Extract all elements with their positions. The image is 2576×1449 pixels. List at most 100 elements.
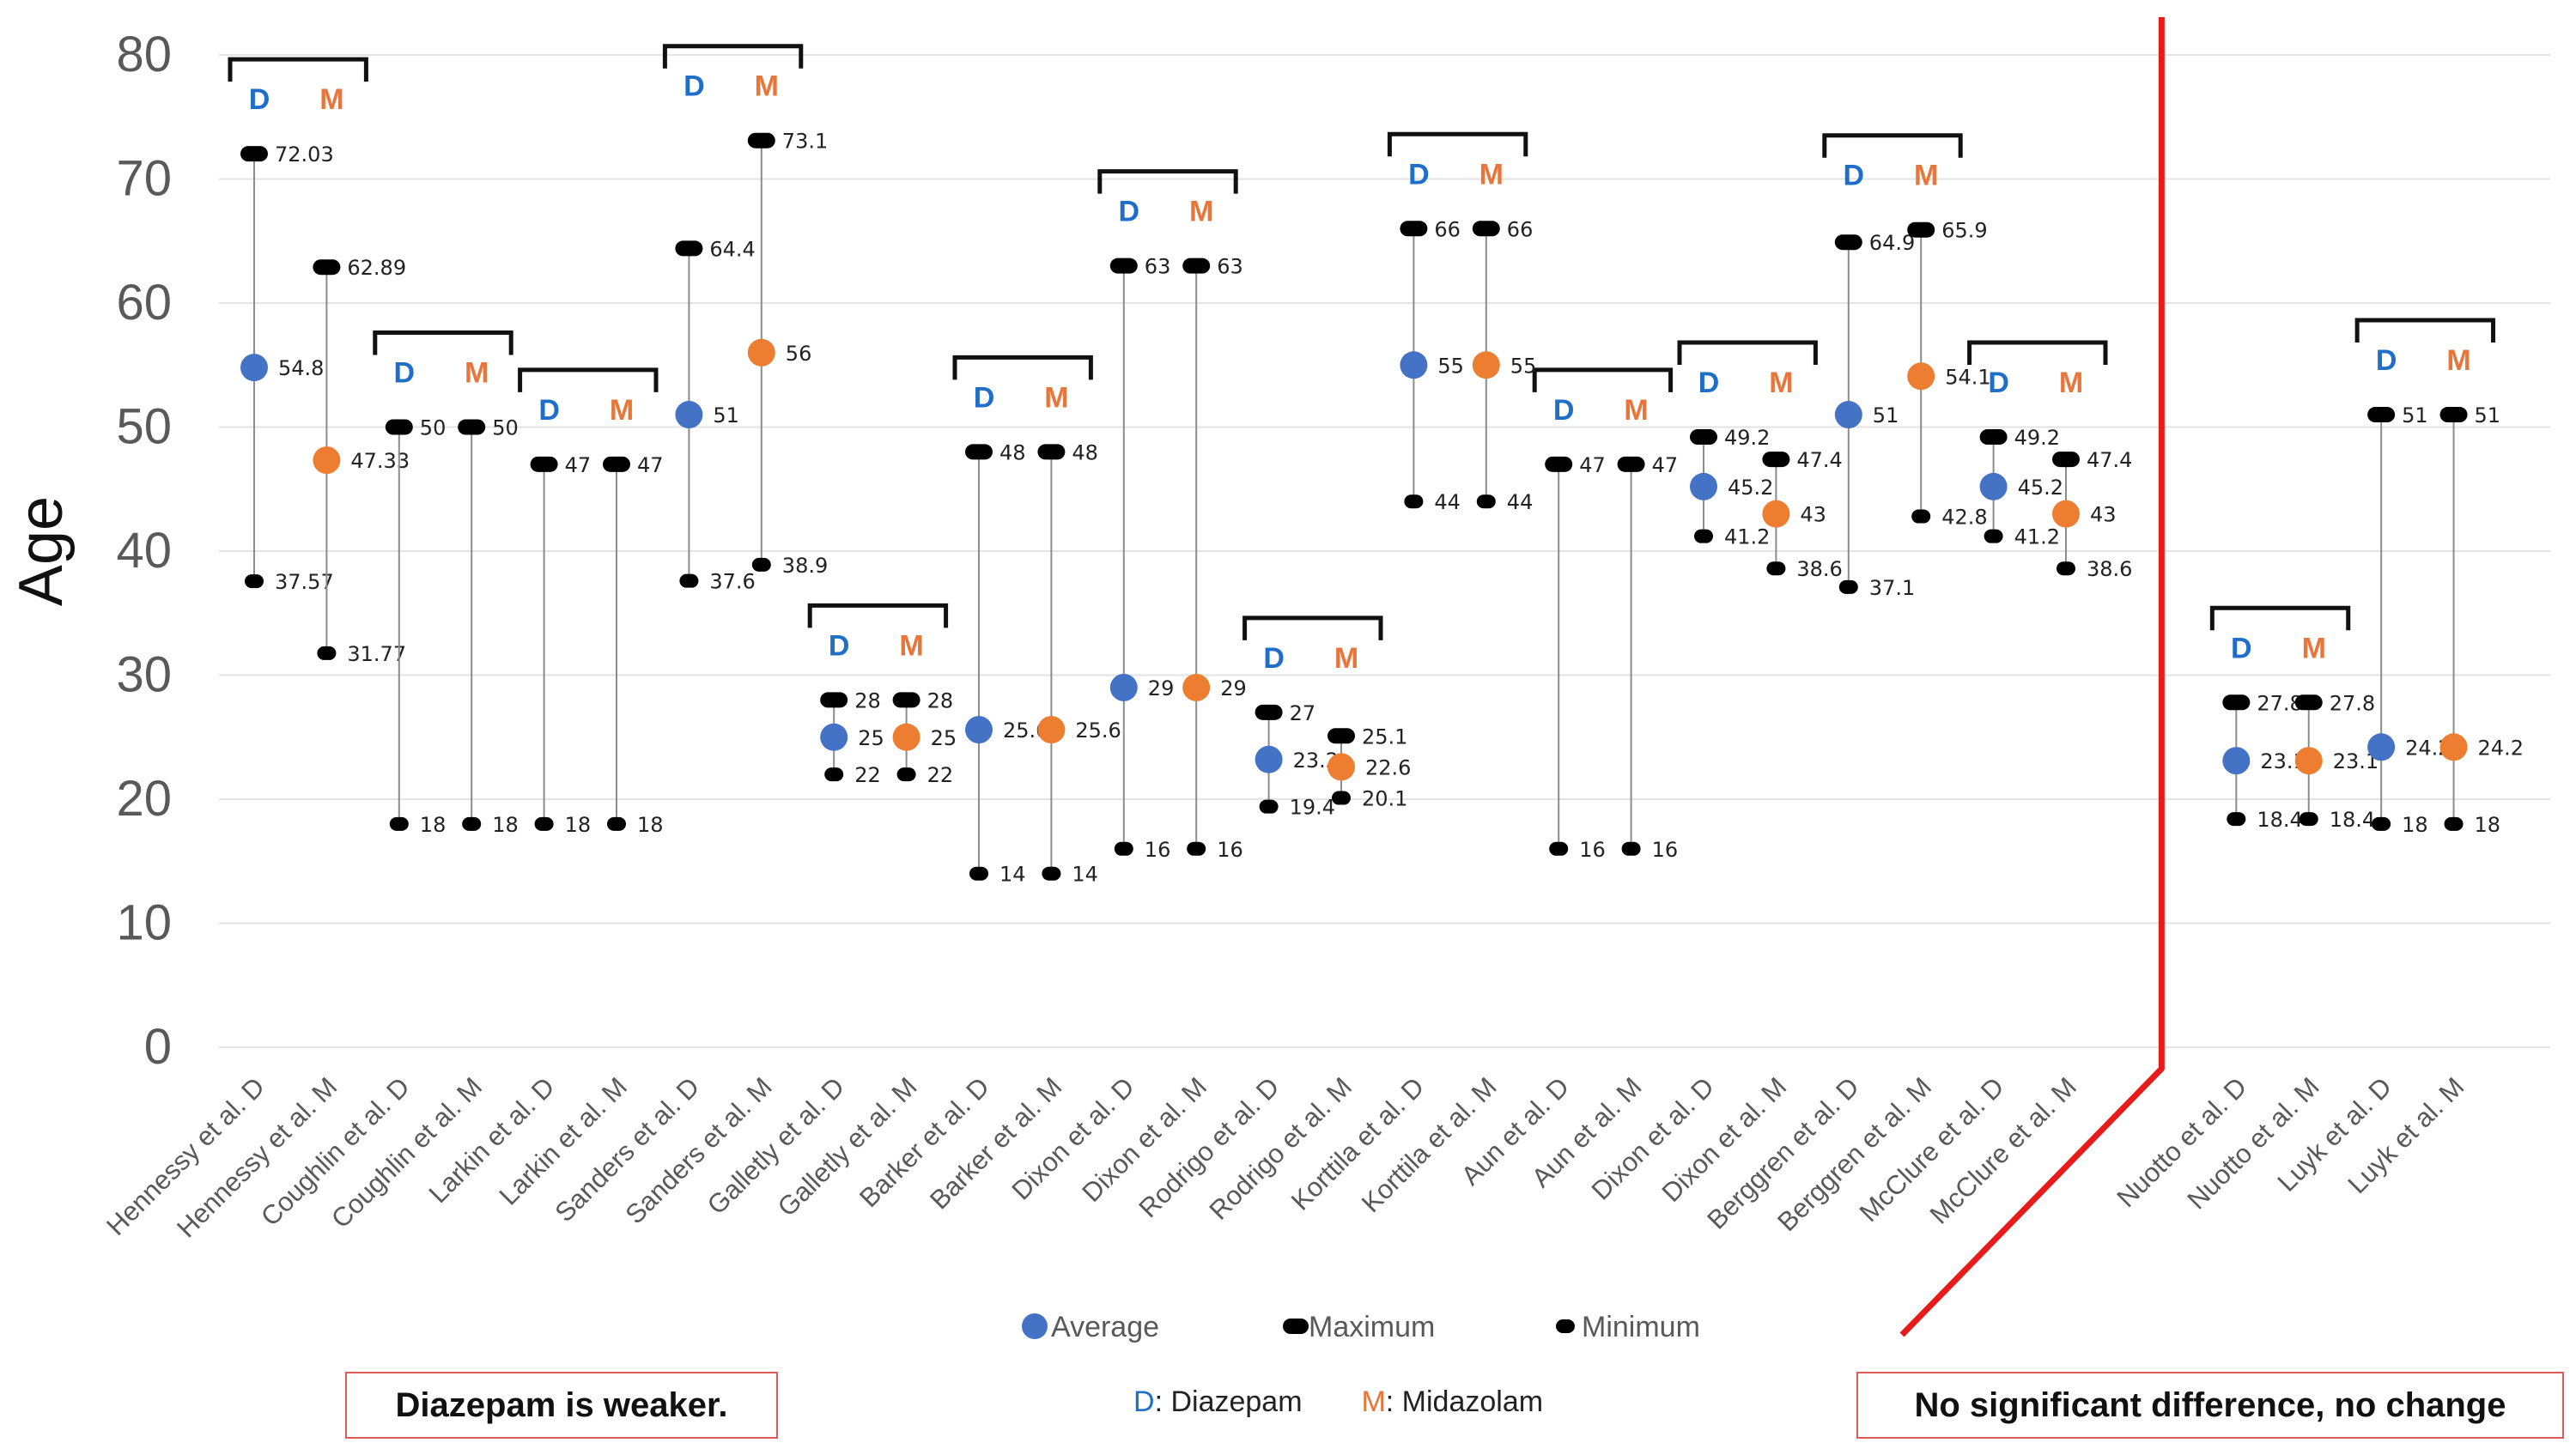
max-label: 66 — [1434, 217, 1461, 241]
drug-key: D: Diazepam M: Midazolam — [1133, 1385, 1543, 1419]
y-tick-label: 60 — [116, 275, 172, 330]
max-label: 48 — [1072, 440, 1098, 464]
max-marker — [603, 456, 630, 472]
bracket-letter-d: D — [1988, 367, 2009, 399]
max-label: 73.1 — [782, 130, 828, 154]
group-bracket — [2354, 318, 2496, 343]
left-note-box: Diazepam is weaker. — [345, 1372, 778, 1439]
min-marker — [679, 573, 699, 588]
avg-label: 25.6 — [1075, 718, 1121, 743]
min-marker — [1694, 529, 1713, 543]
avg-marker — [1472, 351, 1500, 379]
min-label: 18.4 — [2330, 808, 2375, 832]
bracket-letter-d: D — [2231, 632, 2252, 664]
bracket-letter-m: M — [465, 357, 489, 390]
min-label: 18 — [637, 813, 664, 837]
max-marker — [1907, 221, 1935, 238]
max-marker — [1255, 704, 1283, 720]
min-label: 22 — [927, 763, 954, 787]
max-label: 27 — [1290, 701, 1316, 725]
max-marker — [1545, 456, 1573, 472]
bracket-letter-d: D — [249, 83, 270, 116]
max-marker — [240, 146, 268, 162]
max-label: 64.9 — [1869, 231, 1915, 255]
max-label: 47.4 — [2087, 448, 2132, 472]
avg-label: 45.2 — [2018, 476, 2063, 500]
y-tick-label: 50 — [116, 399, 172, 455]
min-label: 42.8 — [1941, 506, 1987, 530]
max-label: 50 — [492, 416, 519, 440]
max-marker — [2294, 694, 2323, 711]
legend-average-label: Average — [1051, 1311, 1159, 1343]
left-note-text: Diazepam is weaker. — [395, 1385, 728, 1424]
min-marker — [1476, 494, 1496, 509]
max-marker — [385, 419, 413, 435]
group-bracket — [1822, 133, 1963, 158]
max-label: 48 — [999, 440, 1026, 464]
max-marker — [1109, 258, 1138, 274]
min-label: 38.6 — [2087, 557, 2132, 581]
bracket-letter-m: M — [2059, 367, 2083, 399]
min-marker — [751, 557, 771, 572]
avg-marker — [1834, 401, 1862, 429]
avg-marker — [1327, 753, 1355, 781]
min-marker — [2299, 812, 2318, 827]
min-marker — [317, 646, 337, 660]
max-marker — [1834, 234, 1862, 251]
min-marker — [607, 816, 626, 831]
max-label: 64.4 — [709, 237, 755, 261]
bracket-letter-d: D — [538, 394, 560, 427]
min-label: 22 — [854, 763, 881, 787]
max-marker — [965, 444, 993, 460]
min-marker — [1042, 866, 1061, 881]
avg-marker — [2439, 733, 2468, 761]
max-label: 51 — [2475, 403, 2501, 427]
min-marker — [534, 816, 554, 831]
x-tick-label: Barker et al. D — [854, 1071, 995, 1213]
bracket-letter-m: M — [1044, 381, 1068, 414]
avg-marker — [1037, 716, 1066, 744]
key-d-letter: D — [1133, 1385, 1155, 1418]
max-label: 66 — [1507, 217, 1534, 241]
min-label: 41.2 — [1724, 525, 1770, 549]
legend-minimum-marker — [1556, 1319, 1575, 1333]
key-m-letter: M — [1361, 1385, 1386, 1418]
group-bracket — [1967, 340, 2108, 366]
x-tick-label: Nuotto et al. D — [2111, 1071, 2252, 1213]
group-bracket — [518, 367, 659, 392]
max-marker — [892, 692, 920, 708]
min-label: 38.6 — [1796, 557, 1842, 581]
avg-label: 51 — [713, 403, 739, 427]
min-marker — [1984, 529, 2003, 543]
min-label: 44 — [1434, 490, 1461, 514]
max-marker — [1690, 429, 1717, 446]
min-label: 18 — [420, 813, 447, 837]
avg-label: 55 — [1510, 354, 1537, 378]
min-label: 41.2 — [2014, 525, 2060, 549]
max-label: 49.2 — [2014, 426, 2060, 450]
legend-maximum-label: Maximum — [1309, 1311, 1435, 1343]
avg-marker — [2222, 747, 2251, 775]
min-marker — [1621, 841, 1641, 856]
min-label: 31.77 — [347, 642, 406, 666]
avg-label: 56 — [786, 342, 812, 366]
min-marker — [896, 767, 916, 782]
avg-marker — [892, 723, 920, 751]
y-tick-label: 70 — [116, 151, 172, 207]
avg-marker — [1255, 745, 1283, 773]
avg-marker — [1690, 472, 1717, 500]
max-marker — [1400, 221, 1428, 237]
group-bracket — [1242, 615, 1383, 640]
min-marker — [2372, 816, 2391, 831]
x-tick-label: Larkin et al. M — [494, 1071, 633, 1210]
max-label: 72.03 — [275, 142, 334, 167]
bracket-letter-m: M — [1334, 642, 1358, 675]
max-label: 27.8 — [2330, 691, 2375, 715]
min-label: 37.6 — [709, 570, 755, 594]
min-label: 18 — [565, 813, 592, 837]
max-marker — [1762, 452, 1790, 468]
legend-maximum-marker — [1283, 1319, 1309, 1334]
min-marker — [1911, 509, 1931, 524]
avg-label: 43 — [1800, 503, 1826, 527]
